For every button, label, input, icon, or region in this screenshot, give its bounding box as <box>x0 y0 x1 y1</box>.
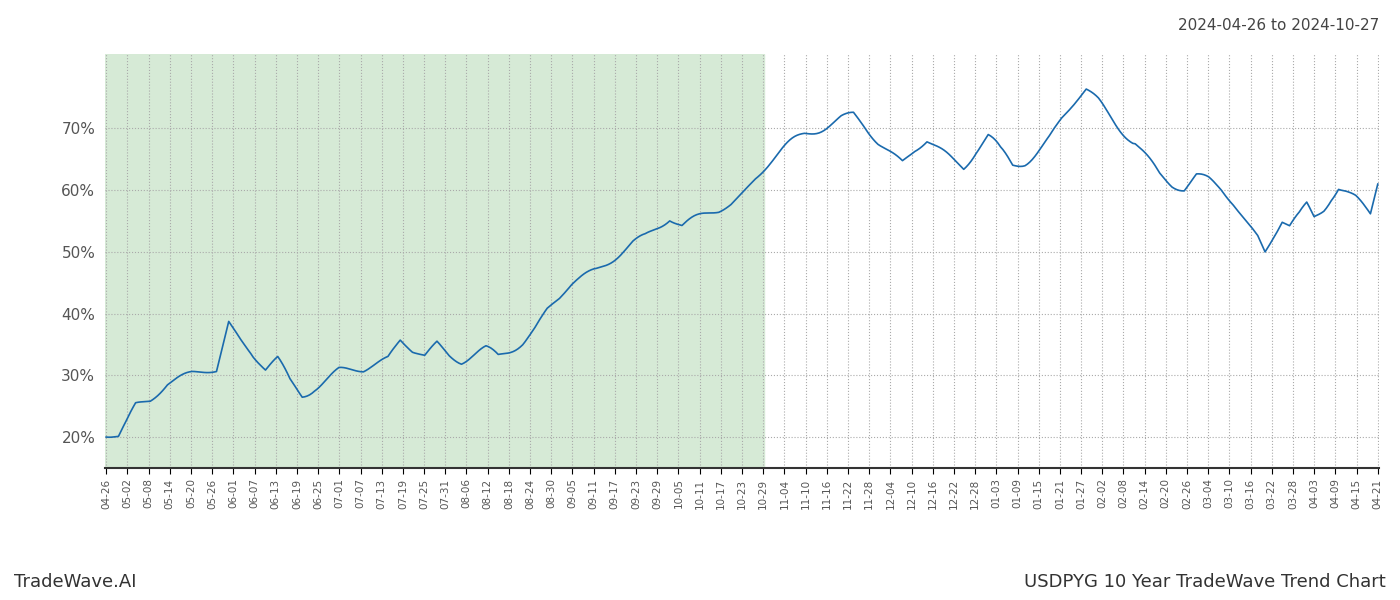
Text: USDPYG 10 Year TradeWave Trend Chart: USDPYG 10 Year TradeWave Trend Chart <box>1025 573 1386 591</box>
Text: 2024-04-26 to 2024-10-27: 2024-04-26 to 2024-10-27 <box>1177 18 1379 33</box>
Text: TradeWave.AI: TradeWave.AI <box>14 573 137 591</box>
Bar <box>105 54 764 468</box>
